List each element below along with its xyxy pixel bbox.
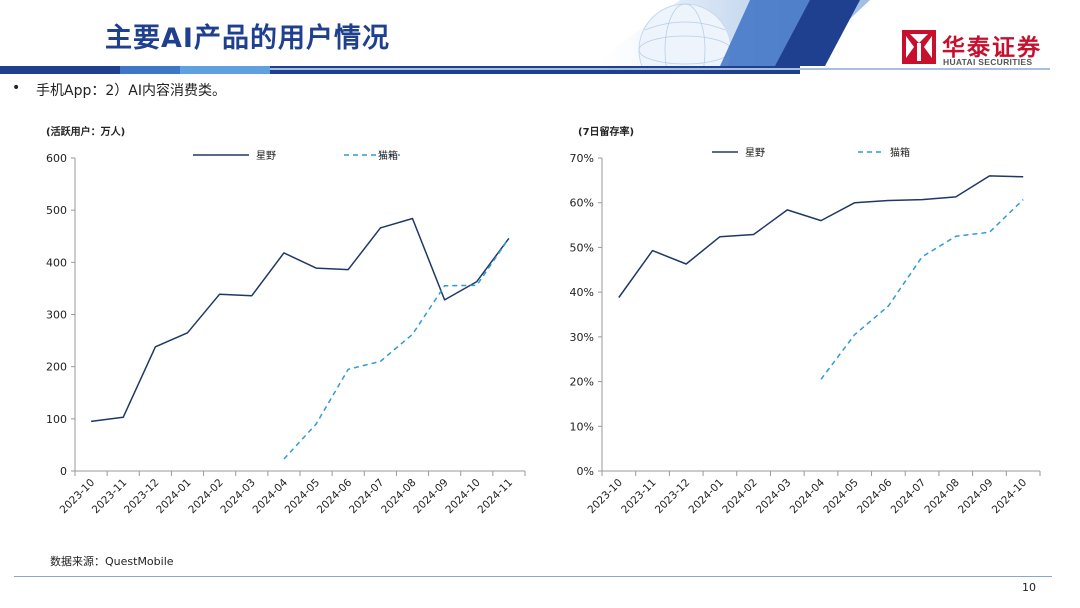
bullet-text: 手机App：2）AI内容消费类。 (36, 83, 226, 99)
y-tick-label: 100 (46, 413, 67, 426)
header-divider-line (270, 68, 1050, 70)
legend-label: 星野 (745, 147, 765, 159)
x-tick-label: 2024-08 (922, 477, 962, 517)
x-tick-label: 2024-10 (990, 477, 1030, 517)
series-line-maoxiang (283, 237, 510, 460)
legend-label: 猫箱 (378, 149, 398, 162)
y-tick-label: 400 (46, 256, 67, 269)
header-divider-segment (120, 66, 180, 74)
header-divider-bar (0, 66, 800, 74)
series-line-xingye (91, 217, 510, 423)
series-line-xingye (618, 175, 1024, 298)
bullet-marker: • (12, 80, 21, 96)
legend-label: 猫箱 (890, 146, 910, 159)
header-globe-graphic (590, 0, 870, 66)
chart-active-users: (活跃用户：万人)01002003004005006002023-102023-… (46, 125, 526, 517)
series-line-maoxiang (820, 199, 1024, 380)
x-tick-label: 2024-05 (821, 477, 861, 517)
huatai-logo-icon (902, 30, 936, 64)
legend-label: 星野 (256, 150, 276, 162)
y-tick-label: 0 (60, 465, 67, 478)
y-tick-label: 50% (570, 241, 594, 254)
x-tick-label: 2024-07 (889, 477, 929, 517)
x-tick-label: 2024-02 (720, 477, 760, 517)
y-tick-label: 200 (46, 361, 67, 374)
x-tick-label: 2023-11 (619, 477, 659, 517)
y-tick-label: 70% (570, 152, 594, 165)
y-tick-label: 60% (570, 197, 594, 210)
x-tick-label: 2024-11 (476, 477, 516, 517)
y-tick-label: 600 (46, 152, 67, 165)
company-logo: 华泰证券 HUATAI SECURITIES (902, 30, 1052, 70)
x-tick-label: 2024-04 (788, 476, 828, 516)
y-tick-label: 300 (46, 309, 67, 322)
logo-english-text: HUATAI SECURITIES (943, 57, 1033, 67)
x-tick-label: 2024-09 (956, 477, 996, 517)
y-tick-label: 40% (570, 286, 594, 299)
page-title: 主要AI产品的用户情况 (105, 23, 390, 54)
y-tick-label: 30% (570, 331, 594, 344)
y-tick-label: 10% (570, 420, 594, 433)
y-tick-label: 500 (46, 204, 67, 217)
x-tick-label: 2023-10 (585, 477, 625, 517)
chart-unit-label: (活跃用户：万人) (46, 125, 125, 138)
page-number: 10 (1022, 581, 1036, 594)
chart-7day-retention: (7日留存率)0%10%20%30%40%50%60%70%2023-10202… (570, 125, 1041, 517)
y-tick-label: 20% (570, 376, 594, 389)
y-tick-label: 0% (577, 465, 594, 478)
x-tick-label: 2023-12 (653, 477, 693, 517)
header-divider-segment (180, 66, 270, 74)
chart-unit-label: (7日留存率) (578, 125, 634, 138)
x-tick-label: 2024-06 (855, 476, 895, 516)
logo-chinese-text: 华泰证券 (942, 35, 1042, 61)
data-source-note: 数据来源：QuestMobile (50, 555, 174, 568)
footer-divider-line (14, 576, 1052, 577)
x-tick-label: 2024-03 (754, 477, 794, 517)
x-tick-label: 2024-01 (687, 477, 727, 517)
